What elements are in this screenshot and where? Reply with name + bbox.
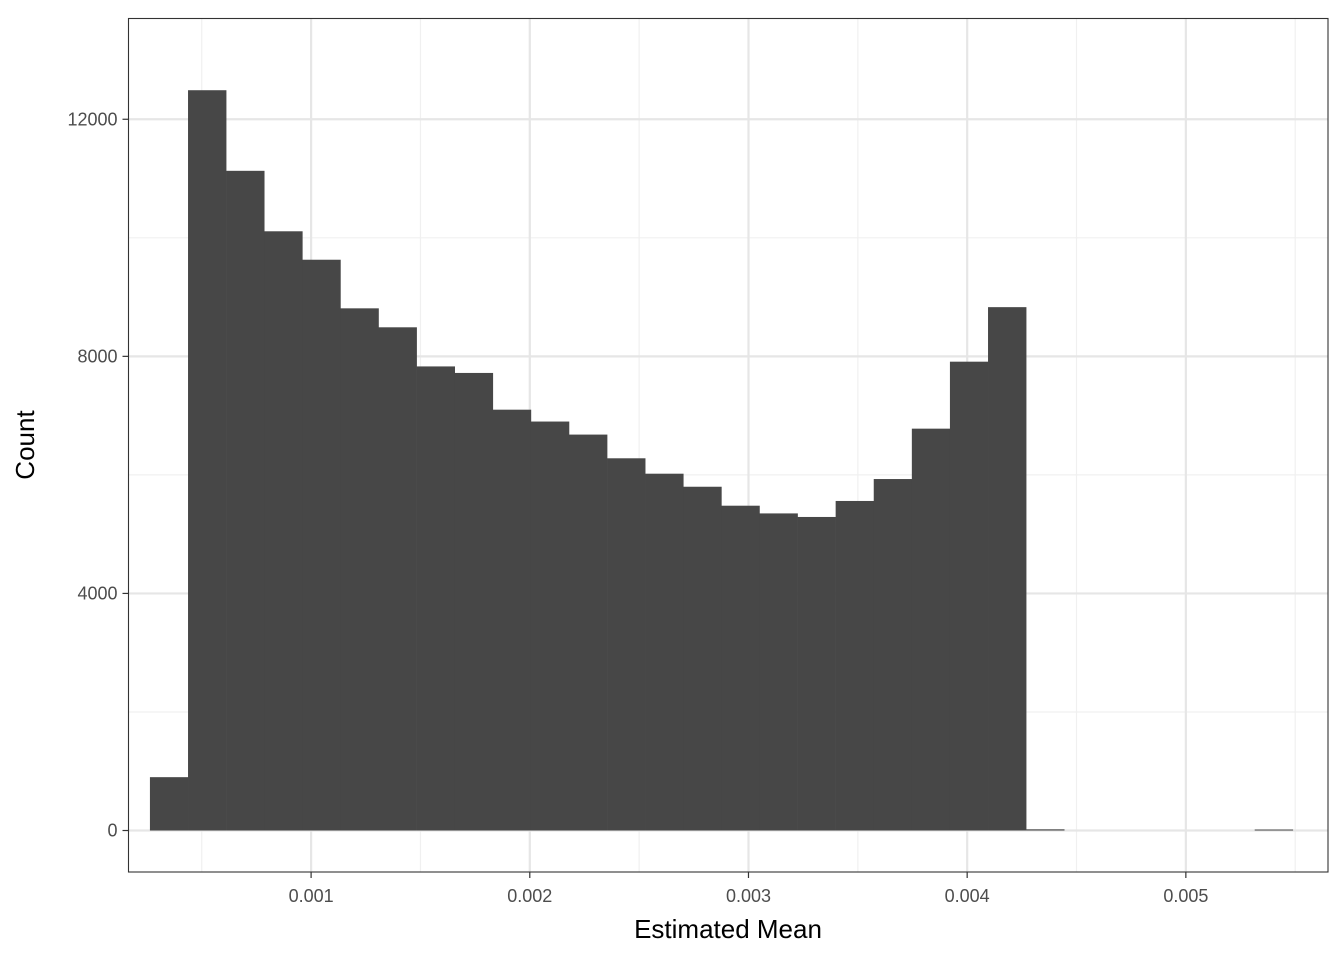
histogram-bar bbox=[721, 505, 760, 831]
histogram-bar bbox=[264, 231, 303, 831]
y-tick-label: 4000 bbox=[77, 583, 117, 603]
histogram-bar bbox=[340, 308, 379, 831]
panel-border bbox=[127, 17, 1329, 873]
y-axis-title: Count bbox=[10, 410, 40, 480]
x-axis-title: Estimated Mean bbox=[634, 914, 822, 944]
histogram-bar bbox=[1026, 829, 1065, 831]
x-tick-label: 0.001 bbox=[289, 886, 334, 906]
bars bbox=[149, 90, 1294, 831]
histogram-bar bbox=[797, 516, 836, 831]
histogram-bar bbox=[645, 473, 684, 831]
histogram-bar bbox=[949, 361, 989, 831]
histogram-bar bbox=[226, 170, 265, 831]
histogram-bar bbox=[873, 479, 913, 831]
y-tick-label: 0 bbox=[107, 821, 117, 841]
x-tick-label: 0.002 bbox=[507, 886, 552, 906]
histogram-bar bbox=[835, 500, 875, 831]
histogram-bar bbox=[454, 372, 494, 831]
histogram-bar bbox=[759, 513, 798, 831]
y-tick-label: 12000 bbox=[67, 109, 117, 129]
axes: 0.001 0.002 0.003 0.004 0.005 0 4000 8000 12000 bbox=[67, 109, 1208, 906]
histogram-bar bbox=[149, 777, 189, 831]
histogram-bar bbox=[911, 428, 951, 831]
histogram-bar bbox=[492, 409, 532, 831]
histogram-bar bbox=[1254, 829, 1294, 831]
histogram-bar bbox=[378, 327, 417, 831]
histogram-bar bbox=[568, 434, 608, 831]
histogram-bar bbox=[988, 307, 1027, 831]
histogram-bar bbox=[188, 90, 227, 831]
x-tick-label: 0.003 bbox=[726, 886, 771, 906]
histogram-bar bbox=[302, 259, 341, 831]
x-tick-label: 0.005 bbox=[1163, 886, 1208, 906]
y-tick-label: 8000 bbox=[77, 346, 117, 366]
histogram-bar bbox=[683, 486, 722, 831]
histogram-bar bbox=[416, 366, 455, 831]
x-tick-label: 0.004 bbox=[945, 886, 990, 906]
histogram-bar bbox=[607, 458, 646, 831]
histogram-bar bbox=[530, 421, 570, 831]
